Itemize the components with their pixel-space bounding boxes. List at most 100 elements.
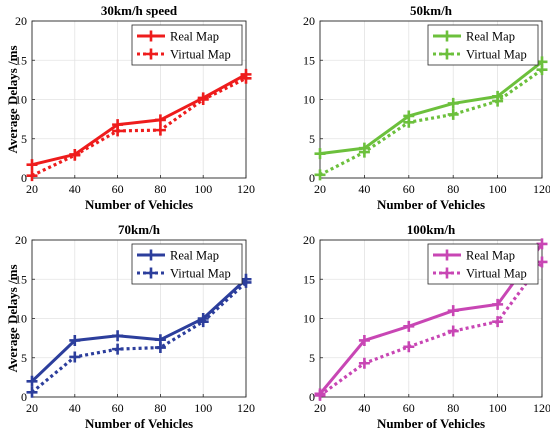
- data-point: [154, 342, 166, 354]
- data-point: [26, 375, 38, 387]
- data-point: [314, 389, 326, 401]
- legend-label: Real Map: [466, 249, 515, 263]
- series-line-real-map: [30, 278, 248, 383]
- x-tick-label: 100: [489, 401, 507, 415]
- data-point: [26, 159, 38, 171]
- data-point: [358, 357, 370, 369]
- y-tick-label: 0: [21, 390, 27, 404]
- data-point: [240, 72, 252, 84]
- y-tick-label: 10: [15, 93, 27, 107]
- x-axis-label: Number of Vehicles: [85, 197, 193, 212]
- legend-label: Virtual Map: [466, 267, 527, 281]
- legend: Real Map Virtual Map: [427, 243, 539, 285]
- data-point: [536, 64, 548, 76]
- panel-100kmh: 20 40 60 80 100 120 0 5 10 15 20 100km/h Number of V…: [303, 222, 550, 431]
- y-tick-label: 20: [303, 233, 315, 247]
- legend: Real Map Virtual Map: [427, 24, 539, 66]
- panel-70kmh: 20 40 60 80 100 120 0 5 10 15 20 70km/h Number of Ve…: [5, 222, 255, 431]
- data-point: [403, 116, 415, 128]
- data-point: [112, 343, 124, 355]
- data-point: [154, 124, 166, 136]
- y-tick-label: 10: [303, 312, 315, 326]
- chart-title: 100km/h: [407, 222, 456, 237]
- data-point: [358, 146, 370, 158]
- x-tick-label: 120: [237, 182, 255, 196]
- x-tick-label: 60: [403, 401, 415, 415]
- data-point: [447, 97, 459, 109]
- data-point: [447, 325, 459, 337]
- x-tick-label: 120: [237, 401, 255, 415]
- x-tick-label: 120: [533, 401, 550, 415]
- panel-50kmh: 20 40 60 80 100 120 0 5 10 15 20 50km/h Number of Ve…: [303, 3, 550, 212]
- y-tick-label: 20: [15, 14, 27, 28]
- x-tick-label: 60: [112, 401, 124, 415]
- data-point: [492, 95, 504, 107]
- legend-label: Real Map: [170, 30, 219, 44]
- chart-title: 30km/h speed: [101, 3, 178, 18]
- x-tick-label: 100: [194, 401, 212, 415]
- x-tick-label: 60: [403, 182, 415, 196]
- legend-marker: [441, 267, 453, 279]
- legend-label: Virtual Map: [170, 267, 231, 281]
- x-tick-label: 40: [358, 182, 370, 196]
- data-point: [314, 169, 326, 181]
- legend-marker: [441, 48, 453, 60]
- legend-marker: [145, 267, 157, 279]
- data-point: [112, 125, 124, 137]
- x-axis-label: Number of Vehicles: [377, 416, 485, 431]
- x-axis-label: Number of Vehicles: [377, 197, 485, 212]
- y-tick-label: 0: [309, 390, 315, 404]
- data-point: [197, 94, 209, 105]
- series-line-virtual-map: [30, 281, 248, 394]
- data-point: [447, 108, 459, 120]
- x-tick-label: 20: [26, 182, 38, 196]
- y-tick-label: 5: [21, 132, 27, 146]
- legend-marker: [145, 249, 157, 261]
- legend-label: Virtual Map: [170, 48, 231, 62]
- data-point: [358, 334, 370, 346]
- x-tick-label: 100: [489, 182, 507, 196]
- x-tick-label: 80: [154, 401, 166, 415]
- y-tick-label: 15: [15, 272, 27, 286]
- chart-title: 50km/h: [410, 3, 453, 18]
- x-tick-label: 100: [194, 182, 212, 196]
- data-point: [197, 316, 209, 328]
- data-point: [69, 334, 81, 346]
- series-line-virtual-map: [31, 76, 247, 178]
- data-point: [492, 298, 504, 310]
- x-tick-label: 80: [447, 401, 459, 415]
- panel-30kmh: 20 40 60 80 100 120 0 5 10 15 20 30km/h speed Number…: [5, 3, 255, 212]
- data-point: [403, 341, 415, 353]
- y-axis-label: Average Delays /ms: [5, 264, 20, 372]
- y-tick-label: 15: [303, 272, 315, 286]
- series-line-real-map: [319, 60, 543, 156]
- x-axis-label: Number of Vehicles: [85, 416, 193, 431]
- data-point: [69, 351, 81, 363]
- y-tick-label: 15: [303, 53, 315, 67]
- x-tick-label: 40: [69, 401, 81, 415]
- x-tick-label: 60: [112, 182, 124, 196]
- legend-label: Real Map: [466, 30, 515, 44]
- x-tick-label: 20: [314, 182, 326, 196]
- legend: Real Map Virtual Map: [131, 243, 243, 285]
- data-point: [112, 330, 124, 342]
- data-point: [492, 316, 504, 328]
- y-tick-label: 5: [309, 132, 315, 146]
- y-tick-label: 20: [303, 14, 315, 28]
- data-point: [154, 114, 166, 126]
- data-point: [26, 170, 38, 182]
- x-tick-label: 40: [69, 182, 81, 196]
- x-tick-label: 20: [26, 401, 38, 415]
- y-axis-label: Average Delays /ms: [5, 45, 20, 153]
- legend-marker: [441, 249, 453, 261]
- y-tick-label: 20: [15, 233, 27, 247]
- series-line-real-map: [318, 243, 544, 395]
- y-tick-label: 5: [21, 351, 27, 365]
- y-tick-label: 10: [15, 312, 27, 326]
- x-tick-label: 80: [154, 182, 166, 196]
- x-tick-label: 80: [447, 182, 459, 196]
- y-tick-label: 0: [21, 171, 27, 185]
- x-tick-label: 20: [314, 401, 326, 415]
- legend-label: Real Map: [170, 249, 219, 263]
- data-point: [69, 149, 81, 161]
